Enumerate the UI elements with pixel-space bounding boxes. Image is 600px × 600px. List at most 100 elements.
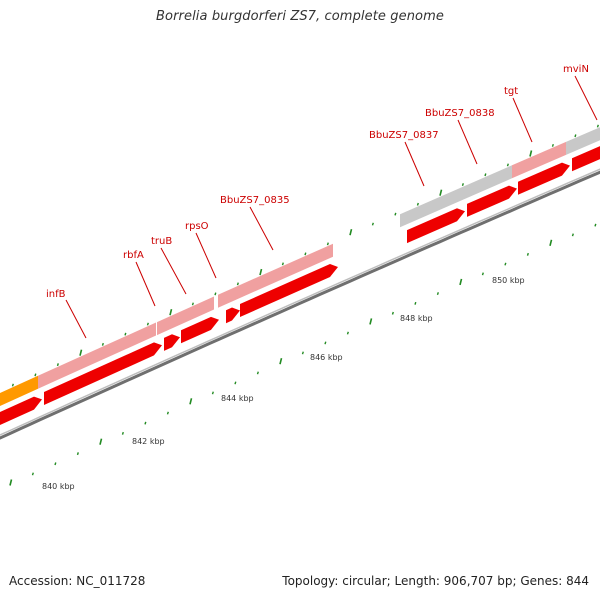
tick-marks (9, 124, 599, 486)
outer-tick-16 (349, 229, 353, 236)
cds-arrow-0 (0, 396, 42, 426)
gene-orange-segment (0, 375, 38, 407)
inner-tick-7 (166, 411, 169, 415)
outer-tick-19 (416, 202, 419, 206)
cds-arrow-mviN (572, 146, 600, 172)
scale-labels: 840 kbp 842 kbp 844 kbp 846 kbp 848 kbp … (42, 276, 525, 491)
gene-label-BbuZS7_0838: BbuZS7_0838 (425, 108, 495, 119)
outer-tick-5 (101, 342, 104, 346)
cds-features (0, 146, 600, 426)
outer-tick-17 (371, 222, 374, 226)
scale-label-848kbp: 848 kbp (400, 314, 433, 323)
inner-tick-11 (256, 371, 259, 375)
inner-tick-17 (391, 311, 394, 315)
gene-rpsO-segment (218, 286, 236, 308)
cds-arrow-infB (44, 342, 162, 405)
cds-arrow-BbuZS7_0838 (467, 185, 517, 217)
outer-tick-15 (326, 242, 329, 246)
gene-label-BbuZS7_0837: BbuZS7_0837 (369, 130, 439, 141)
gene-label-rpsO: rpsO (185, 221, 209, 232)
gene-label-BbuZS7_0835: BbuZS7_0835 (220, 195, 290, 206)
outer-tick-1 (11, 383, 14, 387)
map-title: Borrelia burgdorferi ZS7, complete genom… (156, 9, 444, 24)
inner-tick-4 (99, 438, 103, 445)
inner-tick-6 (144, 421, 147, 425)
outer-tick-12 (259, 268, 263, 276)
leader-BbuZS7_0835 (249, 206, 274, 251)
outer-tick-7 (146, 322, 149, 326)
backbone-line-inner (0, 168, 600, 436)
inner-tick-5 (121, 431, 124, 435)
cds-arrow-tgt (518, 162, 570, 195)
inner-tick-0 (9, 479, 13, 486)
outer-tick-18 (394, 212, 397, 216)
inner-tick-25 (571, 233, 574, 237)
outer-tick-25 (551, 143, 554, 147)
leader-tgt (512, 97, 533, 143)
accession-text: Accession: NC_011728 (9, 574, 146, 588)
inner-tick-10 (234, 381, 237, 385)
scale-label-840kbp: 840 kbp (42, 482, 75, 491)
inner-tick-24 (549, 239, 553, 246)
gene-mviN-segment (566, 127, 600, 155)
backbone-line-outer (0, 170, 600, 440)
gene-tgt-segment (512, 141, 566, 179)
inner-tick-21 (481, 272, 484, 276)
outer-tick-22 (484, 173, 487, 177)
gene-BbuZS7_0835-segment (236, 243, 333, 300)
scale-label-850kbp: 850 kbp (492, 276, 525, 285)
inner-tick-15 (346, 331, 349, 335)
leader-rbfA (135, 261, 156, 307)
outer-tick-26 (574, 134, 577, 138)
leader-mviN (574, 75, 598, 121)
gene-BbuZS7_0837-segment (400, 165, 512, 228)
inner-tick-8 (189, 398, 193, 405)
leader-infB (65, 299, 87, 339)
cds-arrow-rpsO (226, 307, 240, 324)
genome-summary-text: Topology: circular; Length: 906,707 bp; … (282, 574, 589, 588)
cds-arrow-BbuZS7_0837 (407, 208, 465, 244)
cds-arrow-BbuZS7_0835 (240, 264, 338, 317)
inner-tick-14 (324, 341, 327, 345)
leader-rpsO (195, 232, 217, 279)
leader-BbuZS7_0838 (457, 119, 478, 165)
outer-tick-4 (79, 349, 83, 356)
inner-tick-26 (594, 223, 597, 227)
inner-tick-9 (211, 391, 214, 395)
outer-tick-24 (529, 150, 533, 157)
scale-label-842kbp: 842 kbp (132, 437, 165, 446)
gene-label-rbfA: rbfA (123, 250, 144, 261)
outer-tick-3 (56, 363, 59, 367)
gene-rbfA-segment (157, 296, 214, 336)
inner-tick-18 (414, 301, 417, 305)
gene-label-mviN: mviN (563, 64, 589, 75)
inner-tick-22 (504, 262, 507, 266)
outer-tick-8 (169, 309, 173, 316)
outer-tick-9 (191, 302, 194, 306)
gene-features (0, 127, 600, 407)
outer-tick-11 (236, 282, 239, 286)
gene-label-infB: infB (46, 289, 66, 300)
inner-tick-12 (279, 358, 283, 365)
outer-tick-6 (124, 332, 127, 336)
outer-tick-14 (304, 252, 307, 256)
outer-tick-21 (461, 183, 464, 187)
inner-tick-20 (459, 278, 463, 286)
leader-truB (160, 247, 187, 295)
gene-label-truB: truB (151, 236, 172, 247)
cds-arrow-truB (181, 316, 219, 344)
genome-backbone (0, 168, 600, 440)
outer-tick-27 (596, 124, 599, 128)
cds-arrow-rbfA (164, 334, 180, 351)
gene-labels: infB rbfA truB rpsO BbuZS7_0835 BbuZS7_0… (46, 64, 589, 300)
inner-tick-1 (31, 472, 34, 476)
inner-tick-13 (301, 351, 304, 355)
outer-tick-2 (34, 373, 37, 377)
inner-tick-3 (76, 452, 79, 456)
leader-BbuZS7_0837 (404, 141, 425, 187)
inner-tick-19 (436, 292, 439, 296)
outer-tick-23 (506, 163, 509, 167)
gene-label-leaders (65, 75, 598, 339)
scale-label-846kbp: 846 kbp (310, 353, 343, 362)
